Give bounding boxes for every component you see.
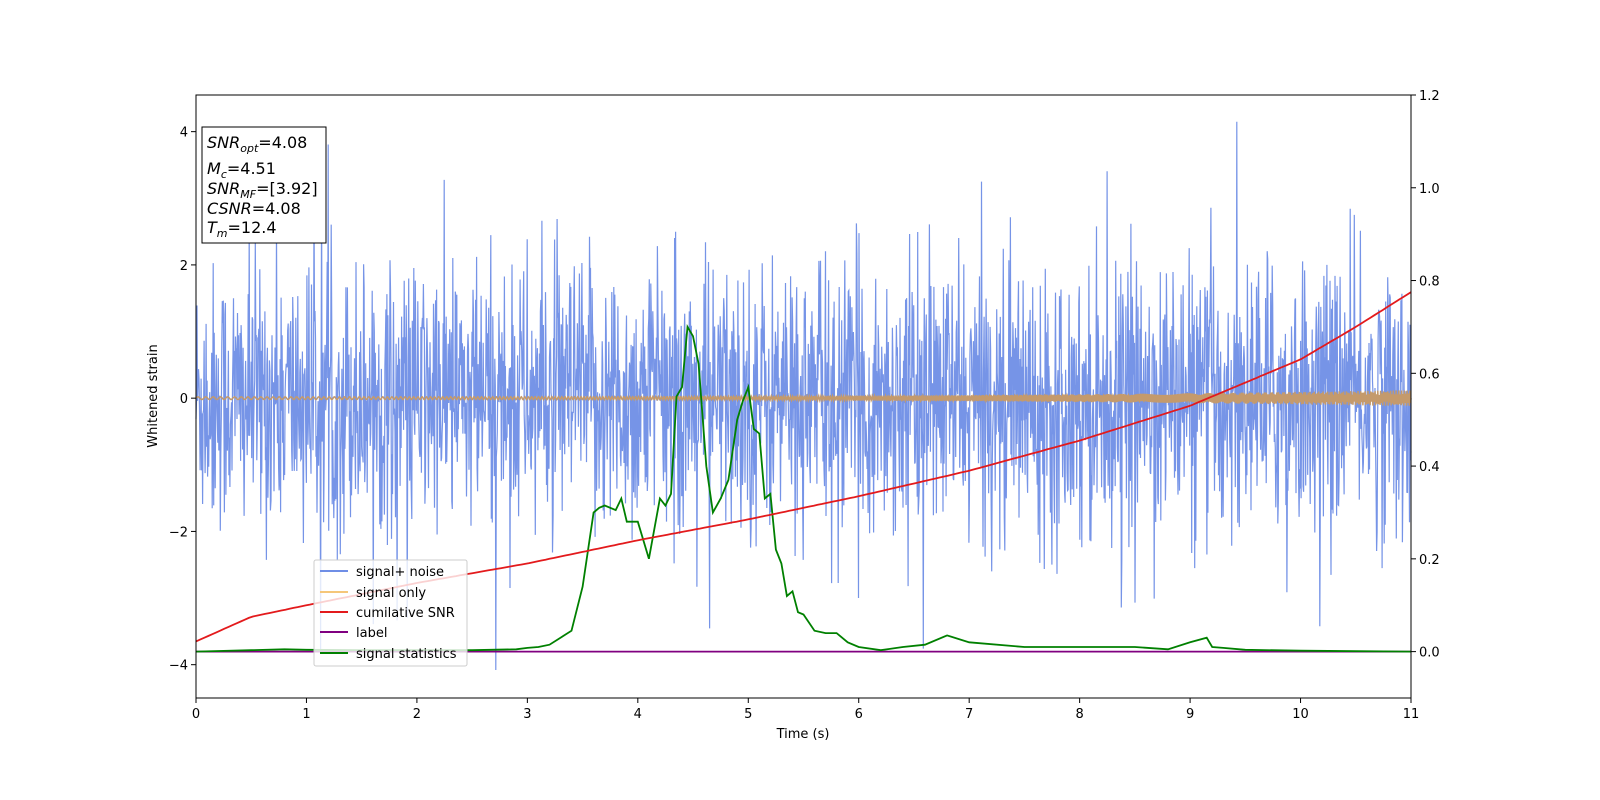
y-axis-left: 4 2 0 −2 −4: [169, 126, 196, 674]
x-tick-label: 1: [302, 707, 310, 722]
y2-tick-label: 0.2: [1419, 553, 1440, 568]
x-tick-label: 5: [744, 707, 752, 722]
y-tick-label: 2: [180, 259, 188, 274]
legend-label-signal-statistics: signal statistics: [356, 647, 457, 662]
legend-label-signal-only: signal only: [356, 586, 426, 601]
plot-frame: [195, 94, 1412, 699]
x-tick-label: 7: [965, 707, 973, 722]
y2-tick-label: 0.4: [1419, 460, 1440, 475]
signal-statistics-line: [195, 324, 1412, 653]
x-tick-label: 2: [413, 707, 421, 722]
y-axis-right: 1.2 1.0 0.8 0.6 0.4 0.2 0.0: [1411, 89, 1440, 661]
x-tick-label: 3: [523, 707, 531, 722]
legend-label-label: label: [356, 626, 387, 641]
info-tm: Tm=12.4: [207, 218, 277, 240]
x-tick-label: 9: [1186, 707, 1194, 722]
legend: signal+ noise signal only cumilative SNR…: [313, 559, 468, 667]
x-axis: 0 1 2 3 4 5 6 7 8 9 10 11: [192, 698, 1419, 722]
y-tick-label: 4: [180, 126, 188, 141]
info-snr-mf: SNRMF=[3.92]: [207, 179, 318, 201]
legend-label-signal-noise: signal+ noise: [356, 565, 444, 580]
info-mc: Mc=4.51: [207, 159, 276, 181]
signal-noise-series: [195, 121, 1412, 671]
signal-noise-line: [195, 121, 1412, 671]
y2-tick-label: 0.8: [1419, 275, 1440, 290]
signal-only-series: [195, 390, 1412, 406]
x-axis-label: Time (s): [776, 727, 830, 742]
y-tick-label: 0: [180, 392, 188, 407]
y2-tick-label: 1.0: [1419, 182, 1440, 197]
y-tick-label: −4: [169, 659, 188, 674]
x-tick-label: 10: [1292, 707, 1309, 722]
legend-label-cumulative-snr: cumilative SNR: [356, 606, 455, 621]
x-tick-label: 11: [1403, 707, 1420, 722]
info-csnr: CSNR=4.08: [207, 199, 301, 218]
x-tick-label: 4: [634, 707, 642, 722]
x-tick-label: 8: [1075, 707, 1083, 722]
x-tick-label: 6: [855, 707, 863, 722]
info-box: SNRopt=4.08 Mc=4.51 SNRMF=[3.92] CSNR=4.…: [201, 126, 327, 244]
y-axis-label: Whitened strain: [146, 344, 161, 447]
x-tick-label: 0: [192, 707, 200, 722]
y2-tick-label: 0.0: [1419, 646, 1440, 661]
y2-tick-label: 0.6: [1419, 367, 1440, 382]
info-snr-opt: SNRopt=4.08: [207, 133, 307, 155]
y2-tick-label: 1.2: [1419, 89, 1440, 104]
signal-only-line: [195, 390, 1412, 406]
y-tick-label: −2: [169, 525, 188, 540]
